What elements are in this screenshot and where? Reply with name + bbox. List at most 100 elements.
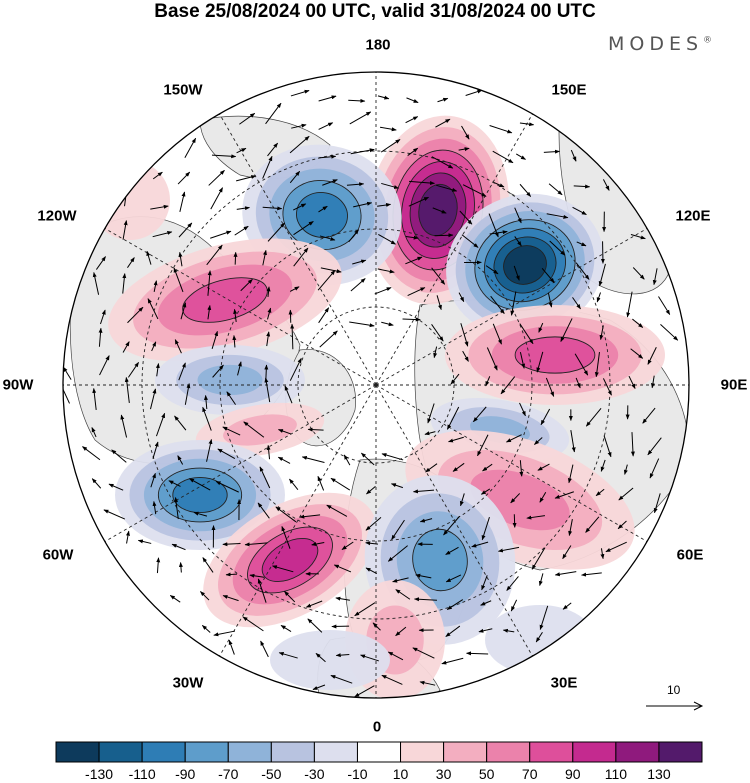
wind-vector-arrow <box>208 169 225 186</box>
wind-vector-arrow <box>407 147 419 156</box>
wind-vector-arrow <box>575 262 590 280</box>
lon-label-150w: 150W <box>163 81 203 99</box>
wind-vector-arrow <box>424 431 436 436</box>
wind-vector-arrow <box>473 406 487 423</box>
wind-vector-arrow <box>156 557 161 574</box>
wind-vector-arrow <box>184 137 197 158</box>
wind-vector-arrow <box>127 257 135 268</box>
wind-vector-arrow <box>395 589 411 600</box>
wind-vector-arrow <box>365 567 378 574</box>
wind-vector-arrow <box>502 628 515 633</box>
wind-vector-arrow <box>290 323 295 350</box>
wind-vector-arrow <box>408 196 429 207</box>
wind-vector-arrow <box>122 273 127 294</box>
wind-vector-arrow <box>458 147 470 152</box>
wind-vector-arrow <box>366 486 376 495</box>
wind-vector-arrow <box>560 318 573 343</box>
wind-vector-arrow <box>377 95 390 100</box>
colorbar-tick-label: -130 <box>85 766 114 782</box>
colorbar-tick-label: 110 <box>604 766 628 782</box>
wind-vector-arrow <box>346 182 365 187</box>
wind-vector-arrow <box>149 388 157 410</box>
wind-vector-arrow <box>548 183 563 196</box>
lon-label-120e: 120E <box>675 207 711 225</box>
wind-vector-arrow <box>266 286 271 298</box>
wind-vector-arrow <box>239 112 256 125</box>
colorbar-tick-label: -90 <box>175 766 196 782</box>
wind-vector-arrow <box>315 653 326 663</box>
wind-vector-arrow <box>260 640 269 658</box>
wind-vector-arrow <box>535 631 543 643</box>
colorbar <box>55 741 703 763</box>
wind-vector-arrow <box>652 268 658 286</box>
wind-vector-arrow <box>379 126 397 132</box>
wind-vector-arrow <box>200 591 210 601</box>
wind-vector-arrow <box>465 89 483 96</box>
wind-vector-arrow <box>450 373 460 385</box>
wind-vector-arrow <box>570 149 577 162</box>
wind-vector-arrow <box>203 394 208 410</box>
colorbar-box <box>227 741 272 763</box>
wind-vector-arrow <box>650 375 655 389</box>
wind-vector-arrow <box>91 478 102 489</box>
wind-vector-arrow <box>413 597 437 602</box>
wind-vector-arrow <box>360 654 379 662</box>
wind-vector-arrow <box>448 436 464 443</box>
wind-vector-arrow <box>244 542 268 547</box>
wind-vector-arrow <box>660 324 679 341</box>
colorbar-tick-label: -50 <box>261 766 282 782</box>
wind-vector-arrow <box>575 377 581 389</box>
wind-vector-arrow <box>335 653 350 658</box>
wind-vector-arrow <box>554 571 577 577</box>
anomaly-center <box>446 193 604 337</box>
wind-vector-arrow <box>540 408 551 426</box>
wind-vector-arrow <box>510 493 521 504</box>
wind-vector-arrow <box>211 330 219 349</box>
wind-vector-arrow <box>599 325 604 341</box>
wind-vector-arrow <box>348 98 366 103</box>
wind-vector-arrow <box>515 153 526 160</box>
wind-vector-arrow <box>318 154 337 159</box>
wind-vector-arrow <box>462 184 487 197</box>
wind-vector-arrow <box>341 541 354 550</box>
wind-vector-arrow <box>626 291 633 318</box>
wind-vector-arrow <box>519 183 532 197</box>
wind-vector-arrow <box>335 596 350 601</box>
wind-vector-arrow <box>319 330 338 348</box>
wind-vector-arrow <box>289 286 300 292</box>
colorbar-box <box>615 741 660 763</box>
wind-vector-arrow <box>236 206 250 211</box>
wind-vector-arrow <box>568 519 573 537</box>
wind-vector-arrow <box>539 605 549 630</box>
wind-vector-arrow <box>377 203 392 207</box>
wind-vector-arrow <box>152 501 157 515</box>
wind-vector-arrow <box>155 363 160 377</box>
wind-vector-arrow <box>275 506 297 523</box>
wind-vector-arrow <box>554 491 575 499</box>
colorbar-box <box>98 741 143 763</box>
meridian-line <box>375 228 648 386</box>
wind-vector-arrow <box>492 150 514 164</box>
wind-vector-arrow <box>372 622 381 631</box>
wind-vector-arrow <box>381 321 394 327</box>
wind-vector-arrow <box>490 295 505 314</box>
wind-vector-arrow <box>419 518 433 523</box>
wind-vector-arrow <box>262 155 273 179</box>
colorbar-box <box>141 741 186 763</box>
wind-vector-arrow <box>354 602 376 617</box>
anomaly-center <box>485 605 595 675</box>
wind-vector-arrow <box>374 287 392 295</box>
wind-vector-arrow <box>122 220 128 240</box>
wind-vector-arrow <box>572 206 587 216</box>
wind-vector-arrow <box>489 125 513 134</box>
wind-vector-arrow <box>653 493 661 514</box>
wind-vector-arrow <box>326 504 348 517</box>
wind-vector-arrow <box>293 247 309 267</box>
colorbar-tick-label: -70 <box>218 766 239 782</box>
wind-vector-arrow <box>572 297 581 310</box>
wind-vector-arrow <box>352 259 367 265</box>
wind-vector-arrow <box>289 135 310 154</box>
wind-vector-arrow <box>602 179 610 191</box>
wind-vector-arrow <box>562 602 572 610</box>
wind-vector-arrow <box>497 546 520 553</box>
